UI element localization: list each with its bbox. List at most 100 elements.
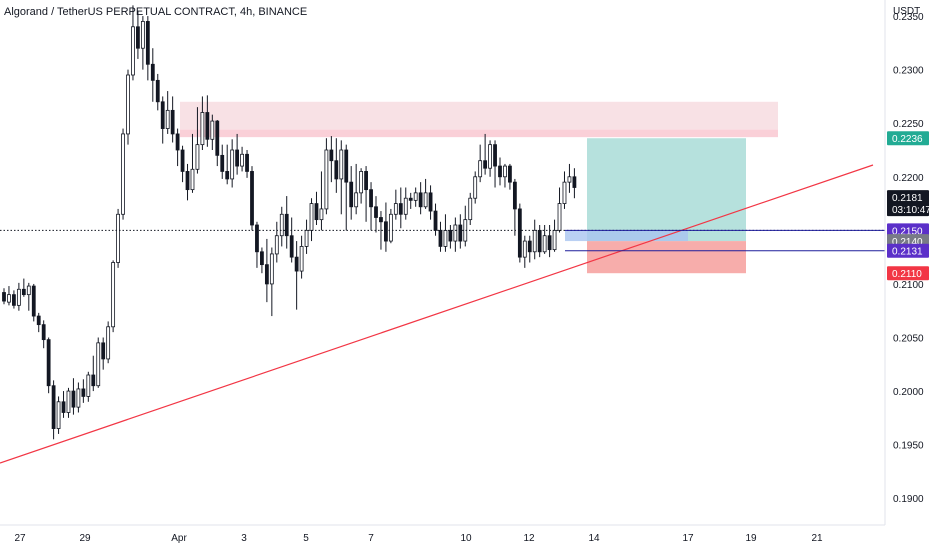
price-tag-0.2181 bbox=[887, 190, 929, 217]
candle-up bbox=[96, 342, 101, 387]
candle-up bbox=[339, 149, 344, 180]
candle-up bbox=[230, 149, 235, 180]
time-tick-label: 7 bbox=[368, 533, 374, 544]
candle-up bbox=[121, 133, 125, 215]
candle-down bbox=[493, 144, 497, 167]
candle-up bbox=[443, 229, 448, 247]
candle-down bbox=[517, 208, 522, 258]
candle-down bbox=[384, 221, 388, 242]
candle-down bbox=[36, 315, 41, 326]
price-tag-label: 0.2181 bbox=[892, 193, 923, 204]
candle-down bbox=[12, 294, 16, 306]
price-tick-label: 0.2300 bbox=[893, 66, 924, 77]
candle-up bbox=[200, 112, 205, 146]
candle-down bbox=[458, 224, 463, 242]
candle-up bbox=[195, 144, 200, 170]
candle-down bbox=[314, 203, 319, 221]
candle-up bbox=[473, 176, 478, 199]
candle-down bbox=[225, 171, 230, 180]
candle-up bbox=[126, 74, 130, 135]
candle-up bbox=[210, 120, 215, 140]
candle-up bbox=[56, 401, 61, 429]
candle-down bbox=[2, 292, 6, 302]
candle-down bbox=[334, 160, 339, 180]
candle-up bbox=[359, 171, 364, 194]
candle-up bbox=[269, 253, 274, 285]
candle-down bbox=[498, 165, 502, 178]
price-axis-unit: USDT bbox=[893, 6, 920, 17]
time-tick-label: 12 bbox=[523, 533, 535, 544]
candle-down bbox=[428, 192, 433, 212]
candle-down bbox=[483, 160, 488, 169]
candle-down bbox=[245, 153, 249, 172]
countdown-label: 03:10:47 bbox=[892, 205, 931, 216]
candle-down bbox=[527, 240, 532, 253]
candle-up bbox=[567, 176, 572, 183]
candle-up bbox=[26, 285, 31, 296]
candle-down bbox=[294, 256, 299, 272]
candle-up bbox=[190, 168, 195, 191]
candle-down bbox=[379, 217, 383, 223]
time-axis[interactable]: 27 29 Apr 3 5 7 10 12 14 17 19 21 bbox=[14, 533, 823, 544]
candle-down bbox=[374, 206, 378, 218]
price-tick-label: 0.1900 bbox=[893, 494, 924, 505]
candle-up bbox=[324, 149, 329, 210]
candle-down bbox=[170, 109, 175, 135]
candle-down bbox=[433, 210, 438, 231]
ascending-trendline bbox=[0, 164, 874, 464]
candle-down bbox=[51, 385, 56, 429]
candle-down bbox=[255, 224, 259, 253]
candle-down bbox=[155, 79, 160, 103]
candle-up bbox=[503, 165, 507, 178]
price-tick-label: 0.2200 bbox=[893, 173, 924, 184]
candle-down bbox=[329, 149, 334, 162]
candle-down bbox=[215, 120, 220, 156]
candle-down bbox=[101, 342, 106, 360]
price-tick-label: 0.1950 bbox=[893, 441, 924, 452]
time-tick-label: 3 bbox=[241, 533, 247, 544]
price-tick-label: 0.2350 bbox=[893, 12, 924, 23]
candle-down bbox=[448, 229, 453, 242]
candle-down bbox=[185, 171, 190, 191]
candle-down bbox=[264, 264, 269, 285]
candle-up bbox=[393, 203, 398, 215]
candle-down bbox=[369, 189, 373, 208]
price-tick-label: 0.2100 bbox=[893, 280, 924, 291]
time-tick-label: 27 bbox=[14, 533, 26, 544]
time-tick-label: 17 bbox=[682, 533, 694, 544]
candle-down bbox=[220, 154, 225, 172]
candle-down bbox=[46, 339, 51, 387]
time-tick-label: 14 bbox=[588, 533, 600, 544]
candle-down bbox=[235, 149, 240, 167]
price-tag-0.2236 bbox=[887, 131, 929, 146]
candle-down bbox=[31, 285, 36, 317]
resistance-zone-lower bbox=[180, 129, 778, 138]
time-tick-label: 29 bbox=[79, 533, 91, 544]
resistance-zone-upper bbox=[180, 101, 778, 130]
candle-down bbox=[418, 192, 423, 208]
candle-down bbox=[81, 388, 86, 397]
candle-down bbox=[145, 21, 150, 65]
candle-down bbox=[547, 235, 552, 251]
candle-down bbox=[537, 229, 542, 253]
candle-down bbox=[250, 171, 254, 226]
candle-down bbox=[61, 401, 66, 413]
time-tick-label: 10 bbox=[460, 533, 472, 544]
time-tick-label: 21 bbox=[811, 533, 823, 544]
chart-title: Algorand / TetherUS PERPETUAL CONTRACT, … bbox=[4, 6, 308, 18]
candle-down bbox=[91, 374, 96, 387]
candle-up bbox=[557, 203, 562, 231]
price-tag-0.2150 bbox=[887, 223, 929, 238]
candle-up bbox=[552, 229, 557, 251]
candle-down bbox=[572, 176, 577, 188]
candle-down bbox=[136, 26, 140, 49]
candle-down bbox=[205, 112, 210, 140]
candle-down bbox=[344, 149, 349, 183]
candle-up bbox=[309, 203, 314, 231]
candle-up bbox=[240, 153, 244, 167]
loss-zone bbox=[587, 241, 746, 274]
candle-down bbox=[180, 149, 185, 172]
price-tag-0.2110 bbox=[887, 266, 929, 281]
